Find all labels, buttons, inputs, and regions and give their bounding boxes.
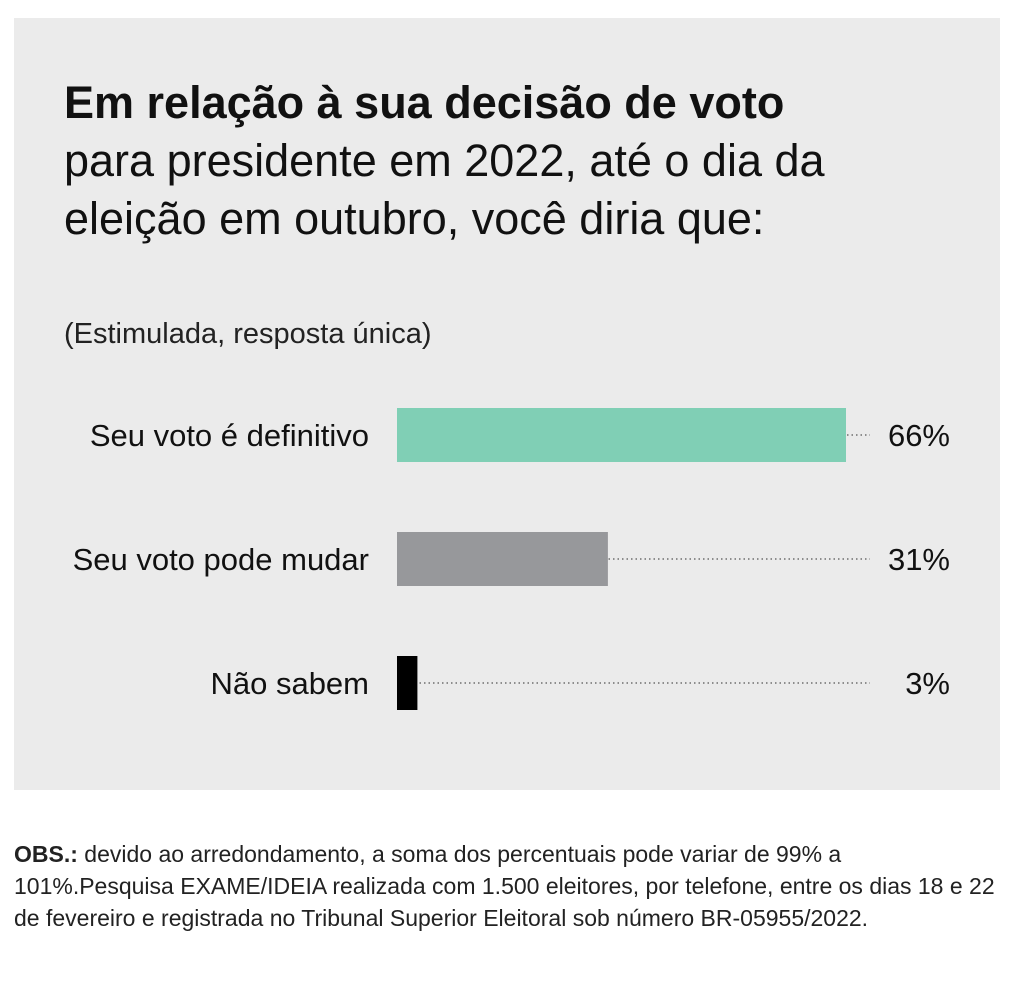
footnote-label: OBS.: xyxy=(14,841,78,867)
chart-panel xyxy=(14,18,1000,790)
value-label-nao-sabem: 3% xyxy=(905,666,950,701)
value-label-seu-voto-pode-mudar: 31% xyxy=(888,542,950,577)
category-label-nao-sabem: Não sabem xyxy=(210,666,369,701)
title-regular-part: para presidente em 2022, até o dia da el… xyxy=(64,135,825,244)
category-label-seu-voto-pode-mudar: Seu voto pode mudar xyxy=(73,542,369,577)
category-label-seu-voto-e-definitivo: Seu voto é definitivo xyxy=(90,418,369,453)
value-label-seu-voto-e-definitivo: 66% xyxy=(888,418,950,453)
footnote-text: devido ao arredondamento, a soma dos per… xyxy=(14,841,995,931)
bar-nao-sabem xyxy=(397,656,418,710)
bar-seu-voto-pode-mudar xyxy=(397,532,608,586)
chart-subtitle: (Estimulada, resposta única) xyxy=(64,318,432,350)
footnote: OBS.: devido ao arredondamento, a soma d… xyxy=(14,838,1004,934)
title-bold-part: Em relação à sua decisão de voto xyxy=(64,77,785,128)
bar-seu-voto-e-definitivo xyxy=(397,408,846,462)
chart-title: Em relação à sua decisão de voto para pr… xyxy=(64,74,884,248)
